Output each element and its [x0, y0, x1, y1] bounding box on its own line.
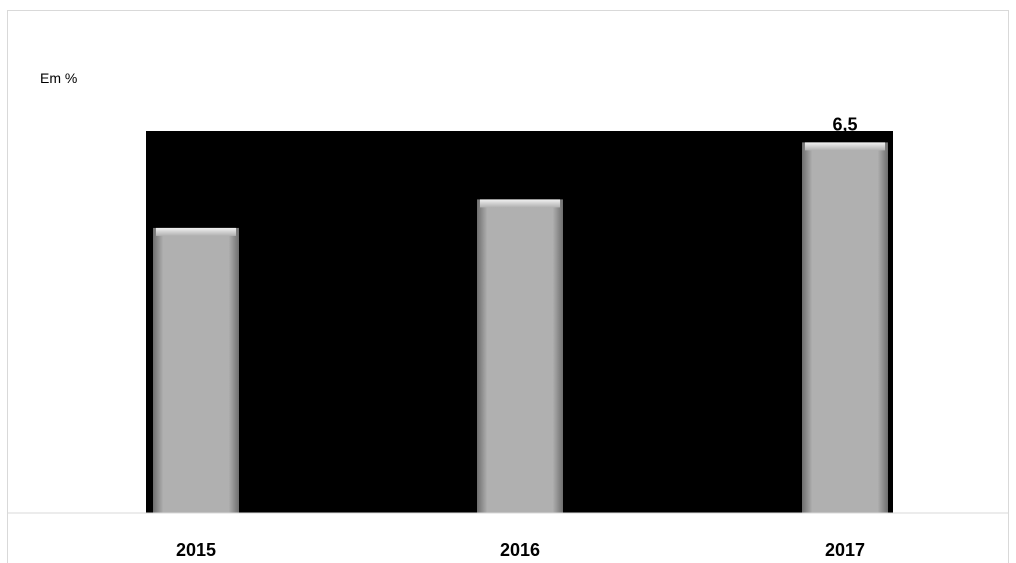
bar-2015 — [153, 227, 239, 514]
x-tick-label: 2016 — [500, 540, 540, 560]
bar-body — [802, 142, 888, 513]
x-tick-label: 2017 — [825, 540, 865, 560]
bar-top-bevel — [805, 142, 885, 151]
bar-body — [153, 227, 239, 514]
bar-top-bevel — [480, 199, 560, 208]
x-tick-label: 2015 — [176, 540, 216, 560]
bar-2017 — [802, 142, 888, 513]
bar-body — [477, 199, 563, 513]
bar-2016 — [477, 199, 563, 513]
bar-top-bevel — [156, 227, 236, 236]
data-label: 6,5 — [832, 114, 857, 134]
chart-frame — [7, 10, 1009, 563]
unit-label: Em % — [40, 70, 78, 86]
